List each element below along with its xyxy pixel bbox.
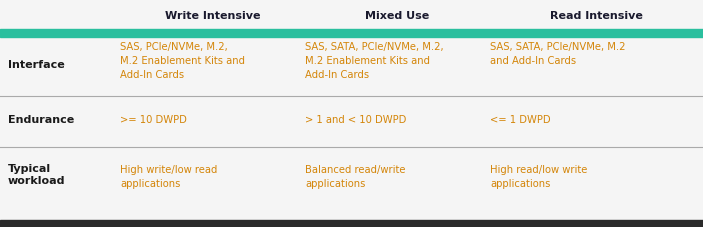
Text: High read/low write
applications: High read/low write applications: [490, 164, 588, 188]
Text: SAS, SATA, PCIe/NVMe, M.2,
M.2 Enablement Kits and
Add-In Cards: SAS, SATA, PCIe/NVMe, M.2, M.2 Enablemen…: [305, 42, 444, 80]
Text: Typical
workload: Typical workload: [8, 163, 65, 185]
Text: Interface: Interface: [8, 60, 65, 70]
Text: >= 10 DWPD: >= 10 DWPD: [120, 114, 187, 124]
Text: Read Intensive: Read Intensive: [550, 11, 643, 21]
Text: Balanced read/write
applications: Balanced read/write applications: [305, 164, 406, 188]
Text: Endurance: Endurance: [8, 114, 75, 124]
Text: High write/low read
applications: High write/low read applications: [120, 164, 217, 188]
Text: <= 1 DWPD: <= 1 DWPD: [490, 114, 550, 124]
Text: Mixed Use: Mixed Use: [366, 11, 430, 21]
Text: Write Intensive: Write Intensive: [165, 11, 260, 21]
Text: > 1 and < 10 DWPD: > 1 and < 10 DWPD: [305, 114, 406, 124]
Text: SAS, PCIe/NVMe, M.2,
M.2 Enablement Kits and
Add-In Cards: SAS, PCIe/NVMe, M.2, M.2 Enablement Kits…: [120, 42, 245, 80]
Bar: [0, 220, 703, 227]
Bar: [0, 30, 703, 38]
Text: SAS, SATA, PCIe/NVMe, M.2
and Add-In Cards: SAS, SATA, PCIe/NVMe, M.2 and Add-In Car…: [490, 42, 626, 66]
